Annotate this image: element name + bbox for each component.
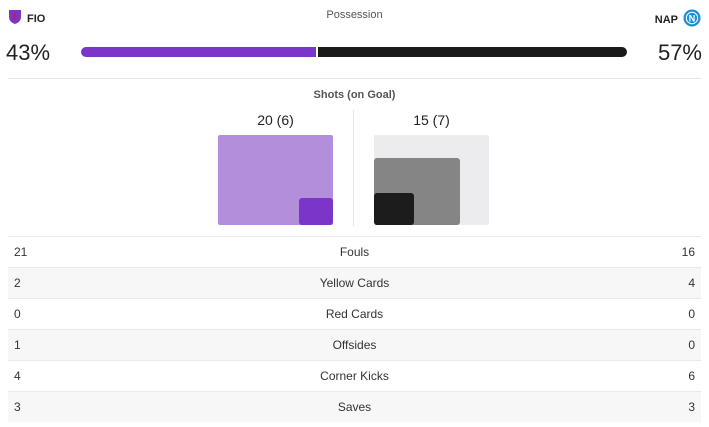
- home-stat-value: 21: [14, 245, 28, 259]
- home-possession-fill: [81, 47, 316, 57]
- divider: [8, 78, 701, 79]
- stat-row-red-cards: 0 Red Cards 0: [8, 298, 701, 329]
- stat-label: Saves: [337, 400, 372, 414]
- stat-row-fouls: 21 Fouls 16: [8, 236, 701, 267]
- possession-title: Possession: [326, 9, 383, 21]
- stat-label: Offsides: [332, 338, 377, 352]
- home-stat-value: 0: [14, 307, 21, 321]
- stat-row-corner-kicks: 4 Corner Kicks 6: [8, 360, 701, 391]
- home-stat-value: 3: [14, 400, 21, 414]
- away-shots-on-goal-block: [374, 193, 414, 225]
- stat-label: Red Cards: [325, 307, 384, 321]
- away-stat-value: 4: [688, 276, 695, 290]
- away-stat-value: 3: [688, 400, 695, 414]
- home-stat-value: 2: [14, 276, 21, 290]
- away-possession: 57%: [657, 40, 702, 65]
- away-stat-value: 16: [681, 245, 695, 259]
- home-team[interactable]: FIO: [8, 9, 45, 28]
- stat-row-offsides: 1 Offsides 0: [8, 329, 701, 360]
- away-possession-fill: [315, 47, 627, 57]
- away-stat-value: 0: [688, 307, 695, 321]
- away-stat-value: 6: [688, 369, 695, 383]
- fiorentina-logo-icon: [8, 9, 22, 28]
- away-shots-chart: [374, 135, 489, 225]
- home-stat-value: 1: [14, 338, 21, 352]
- shots-divider: [353, 110, 354, 226]
- napoli-logo-icon: N: [683, 9, 701, 30]
- home-possession: 43%: [6, 40, 51, 65]
- stat-label: Fouls: [339, 245, 370, 259]
- home-stat-value: 4: [14, 369, 21, 383]
- stat-row-yellow-cards: 2 Yellow Cards 4: [8, 267, 701, 298]
- possession-bar: [81, 47, 627, 57]
- shots-title: Shots (on Goal): [313, 89, 396, 101]
- stats-table: 21 Fouls 16 2 Yellow Cards 4 0 Red Cards…: [8, 236, 701, 422]
- away-team-abbr: NAP: [654, 13, 678, 26]
- away-shots-value: 15 (7): [413, 112, 450, 128]
- stat-label: Yellow Cards: [319, 276, 390, 290]
- away-team[interactable]: NAP N: [655, 9, 701, 30]
- home-shots-chart: [218, 135, 333, 225]
- home-shots-value: 20 (6): [257, 112, 294, 128]
- away-stat-value: 0: [688, 338, 695, 352]
- home-shots-on-goal-block: [299, 198, 333, 225]
- stat-label: Corner Kicks: [320, 369, 389, 383]
- svg-text:N: N: [689, 13, 696, 23]
- home-team-abbr: FIO: [27, 12, 46, 25]
- stat-row-saves: 3 Saves 3: [8, 391, 701, 422]
